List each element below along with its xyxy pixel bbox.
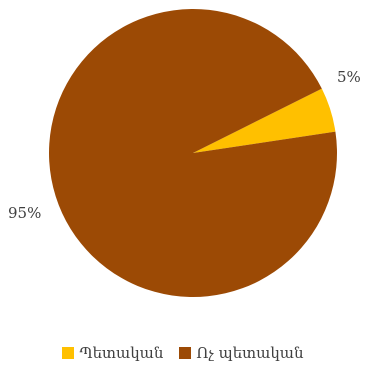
pie-slice-non-state <box>48 9 338 297</box>
legend-item-non-state: Ոչ պետական <box>179 344 304 362</box>
legend-item-state: Պետական <box>62 344 163 362</box>
pie-slice-state <box>193 88 336 153</box>
legend: Պետական Ոչ պետական <box>0 344 366 362</box>
legend-label-non-state: Ոչ պետական <box>196 344 304 362</box>
legend-swatch-state <box>62 347 75 359</box>
legend-swatch-non-state <box>179 347 192 359</box>
legend-label-state: Պետական <box>79 344 164 362</box>
pie-slices <box>48 9 338 297</box>
data-label-state: 5% <box>337 68 361 86</box>
data-label-non-state: 95% <box>8 204 41 222</box>
pie-chart-svg: 5% 95% <box>8 9 361 297</box>
